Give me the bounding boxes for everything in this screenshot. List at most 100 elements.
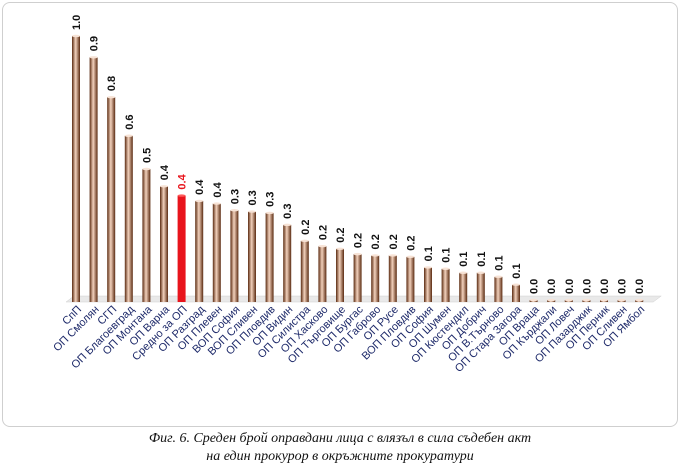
value-label: 0.3 xyxy=(282,204,294,219)
value-label: 0.2 xyxy=(388,234,400,249)
bar xyxy=(512,283,520,302)
bar-top xyxy=(230,209,239,212)
value-label: 0.4 xyxy=(159,164,171,180)
bar-top xyxy=(353,252,362,256)
bar-body xyxy=(318,246,327,302)
value-label: 0.5 xyxy=(141,148,153,163)
value-label: 0.3 xyxy=(229,189,241,204)
bar-top xyxy=(635,298,644,302)
bar-body xyxy=(212,203,221,302)
bar xyxy=(635,298,644,302)
bar xyxy=(195,199,204,302)
bar-body xyxy=(72,36,80,302)
caption-line-1: Фиг. 6. Среден брой оправдани лица с вля… xyxy=(148,431,532,446)
bar-body xyxy=(160,186,168,302)
bar-body xyxy=(142,169,151,302)
value-label: 0.2 xyxy=(335,228,347,243)
bar-body xyxy=(177,195,186,302)
bar-top xyxy=(424,266,432,269)
bar-chart: 1.0 0.9 0.8 0.6 0.5 0.4 0.4 0.4 0.4 0.3 0.3 0.3 0.3 0… xyxy=(51,15,662,375)
value-label: 0.3 xyxy=(247,190,259,205)
bar xyxy=(353,252,362,302)
bar-top xyxy=(89,56,98,59)
bar-body xyxy=(336,248,344,302)
bar-body xyxy=(124,135,133,302)
bar-body xyxy=(476,272,485,302)
value-label: 0.8 xyxy=(106,76,118,91)
bar-top xyxy=(336,247,344,250)
value-label: 0.4 xyxy=(194,179,206,195)
value-label: 0.2 xyxy=(370,234,382,249)
bar-top xyxy=(371,254,380,257)
bar xyxy=(300,239,309,302)
bar xyxy=(371,254,380,302)
value-label: 0.2 xyxy=(300,220,312,235)
bar xyxy=(459,271,468,302)
bar-top xyxy=(124,134,133,137)
caption-line-2: на един прокурор в окръжните прокуратури xyxy=(206,449,474,464)
bar-top xyxy=(406,255,415,258)
bar-body xyxy=(353,254,362,302)
bar-top xyxy=(107,95,116,99)
bar xyxy=(600,298,608,302)
figure-caption: Фиг. 6. Среден брой оправдани лица с вля… xyxy=(0,430,680,466)
bar-top xyxy=(212,202,221,205)
bar xyxy=(529,298,538,302)
bars-group xyxy=(72,34,644,303)
bar xyxy=(124,134,133,302)
value-label: 0.1 xyxy=(458,251,470,266)
bar-top xyxy=(248,210,256,213)
bar xyxy=(89,56,98,302)
bar-top xyxy=(142,167,151,171)
bar xyxy=(406,255,415,302)
bar xyxy=(582,298,591,302)
value-label: 0.9 xyxy=(89,36,101,51)
bar-top xyxy=(529,298,538,302)
bar-body xyxy=(371,255,380,302)
bar-top xyxy=(72,34,80,38)
bar-body xyxy=(107,97,116,303)
bar xyxy=(494,275,503,302)
bar xyxy=(248,210,256,302)
value-label: 0.1 xyxy=(511,263,523,278)
bar xyxy=(617,298,626,302)
bar-body xyxy=(512,284,520,302)
bar xyxy=(336,247,344,302)
bar-body xyxy=(283,224,292,302)
bar-top xyxy=(459,271,468,274)
bar-top xyxy=(476,271,485,274)
bar-body xyxy=(89,57,98,302)
bar-top xyxy=(388,254,397,257)
bar xyxy=(564,298,573,302)
bar-top xyxy=(494,275,503,278)
value-label: 0.1 xyxy=(476,251,488,266)
bar-top xyxy=(300,239,309,243)
bar xyxy=(476,271,485,302)
bar-body xyxy=(195,200,204,302)
bar-top xyxy=(617,298,626,302)
value-label: 0.2 xyxy=(405,235,417,250)
bar xyxy=(441,267,450,302)
value-label: 0.1 xyxy=(493,255,505,270)
value-label: 0.0 xyxy=(599,279,611,294)
value-label: 0.3 xyxy=(265,192,277,207)
bar xyxy=(424,266,432,302)
value-label: 0.0 xyxy=(529,279,541,294)
value-label: 1.0 xyxy=(71,15,83,30)
bar-body xyxy=(459,272,468,302)
bar-body xyxy=(406,256,415,302)
bar xyxy=(230,209,239,302)
value-label: 0.0 xyxy=(617,279,629,294)
value-label: 0.0 xyxy=(581,279,593,294)
value-label: 0.0 xyxy=(634,279,646,294)
bar xyxy=(107,95,116,303)
bar-top xyxy=(582,298,591,302)
bar-top xyxy=(265,211,274,215)
bar-body xyxy=(388,255,397,302)
bar xyxy=(212,202,221,302)
bar xyxy=(160,185,168,302)
value-labels-group: 1.0 0.9 0.8 0.6 0.5 0.4 0.4 0.4 0.4 0.3 0.3 0.3 0.3 0… xyxy=(71,15,646,294)
value-label: 0.2 xyxy=(317,225,329,240)
bar-top xyxy=(195,199,204,203)
